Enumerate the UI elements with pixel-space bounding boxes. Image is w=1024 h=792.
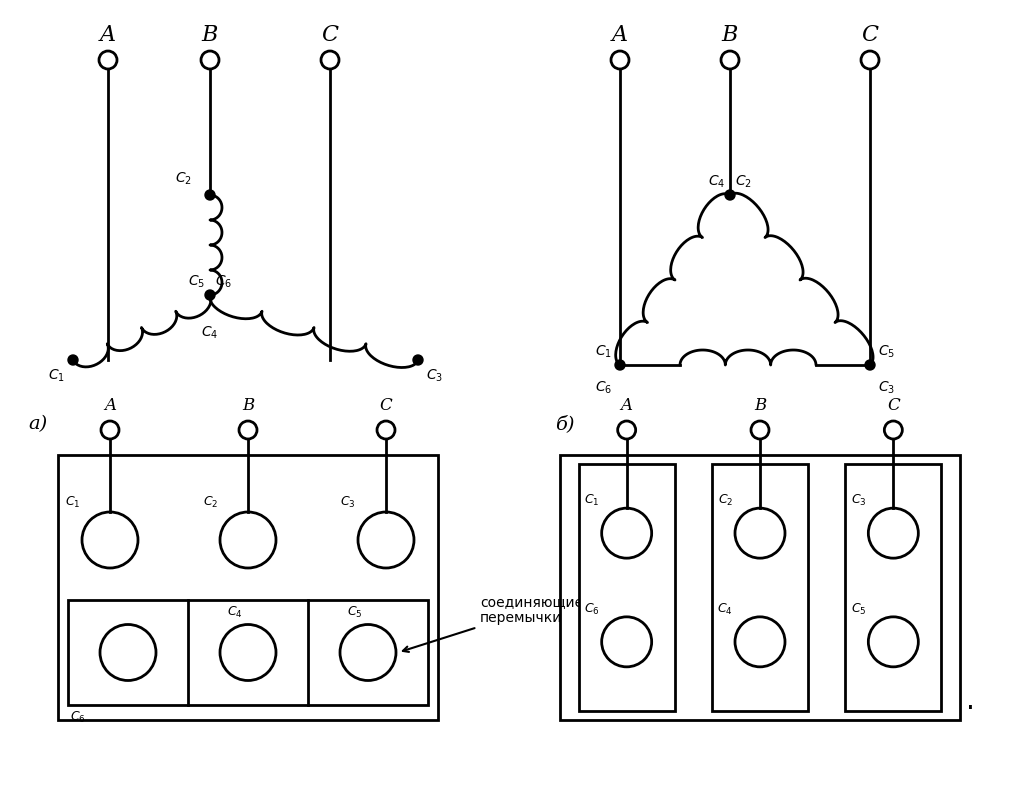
Text: $C_2$: $C_2$ bbox=[735, 173, 752, 190]
Text: $C_1$: $C_1$ bbox=[65, 495, 80, 510]
Circle shape bbox=[205, 190, 215, 200]
Text: C: C bbox=[861, 24, 879, 46]
Text: $C_6$: $C_6$ bbox=[215, 273, 232, 290]
Bar bbox=[58, 455, 438, 720]
Text: $C_6$: $C_6$ bbox=[584, 602, 600, 617]
Text: $C_2$: $C_2$ bbox=[175, 170, 193, 187]
Circle shape bbox=[205, 290, 215, 300]
Text: $C_5$: $C_5$ bbox=[878, 344, 895, 360]
Circle shape bbox=[68, 355, 78, 365]
Text: $C_1$: $C_1$ bbox=[585, 493, 600, 508]
Text: соединяющие
перемычки: соединяющие перемычки bbox=[402, 595, 583, 652]
Bar bbox=[846, 464, 941, 711]
Text: $C_3$: $C_3$ bbox=[878, 380, 895, 397]
Text: C: C bbox=[322, 24, 339, 46]
Text: .: . bbox=[966, 687, 975, 715]
Text: $C_1$: $C_1$ bbox=[595, 344, 612, 360]
Circle shape bbox=[865, 360, 874, 370]
Text: A: A bbox=[100, 24, 116, 46]
Text: $C_4$: $C_4$ bbox=[227, 605, 243, 620]
Text: $C_5$: $C_5$ bbox=[187, 273, 205, 290]
Text: $C_5$: $C_5$ bbox=[347, 605, 362, 620]
Circle shape bbox=[413, 355, 423, 365]
Text: C: C bbox=[887, 397, 900, 414]
Text: $C_5$: $C_5$ bbox=[851, 602, 866, 617]
Bar bbox=[560, 455, 961, 720]
Text: B: B bbox=[754, 397, 766, 414]
Text: A: A bbox=[612, 24, 628, 46]
Text: $C_3$: $C_3$ bbox=[426, 368, 443, 384]
Bar bbox=[68, 600, 428, 705]
Text: $C_2$: $C_2$ bbox=[203, 495, 218, 510]
Circle shape bbox=[615, 360, 625, 370]
Text: B: B bbox=[202, 24, 218, 46]
Text: $C_3$: $C_3$ bbox=[340, 495, 356, 510]
Text: B: B bbox=[722, 24, 738, 46]
Text: $C_2$: $C_2$ bbox=[718, 493, 733, 508]
Text: $C_4$: $C_4$ bbox=[708, 173, 725, 190]
Bar bbox=[712, 464, 808, 711]
Circle shape bbox=[725, 190, 735, 200]
Text: B: B bbox=[242, 397, 254, 414]
Text: б): б) bbox=[555, 415, 574, 433]
Text: $C_6$: $C_6$ bbox=[595, 380, 612, 397]
Text: $C_4$: $C_4$ bbox=[202, 325, 219, 341]
Text: A: A bbox=[104, 397, 116, 414]
Text: $C_1$: $C_1$ bbox=[48, 368, 65, 384]
Text: а): а) bbox=[28, 415, 47, 433]
Text: A: A bbox=[621, 397, 633, 414]
Text: $C_3$: $C_3$ bbox=[851, 493, 866, 508]
Bar bbox=[579, 464, 675, 711]
Text: C: C bbox=[380, 397, 392, 414]
Text: $C_4$: $C_4$ bbox=[717, 602, 733, 617]
Text: $C_6$: $C_6$ bbox=[70, 710, 86, 725]
